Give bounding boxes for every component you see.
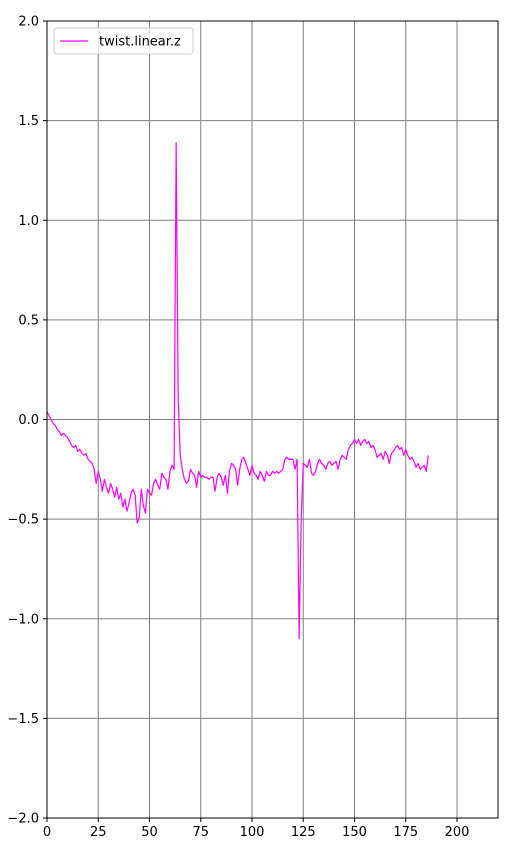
y-tick-label: 0.5 xyxy=(18,313,39,328)
x-tick-label: 50 xyxy=(141,825,158,840)
x-tick-label: 0 xyxy=(43,825,51,840)
y-tick-label: 0.0 xyxy=(18,413,39,428)
y-tick-label: 1.5 xyxy=(18,114,39,129)
series-layer xyxy=(46,141,429,640)
y-tick-label: −1.5 xyxy=(7,712,39,727)
legend: twist.linear.z xyxy=(53,27,194,55)
x-tick-label: 150 xyxy=(342,825,367,840)
x-tick-label: 200 xyxy=(445,825,470,840)
legend-box xyxy=(53,27,194,55)
y-tick-label: −0.5 xyxy=(7,513,39,528)
y-tick-label: −2.0 xyxy=(7,812,39,827)
x-tick-label: 25 xyxy=(90,825,107,840)
series-line xyxy=(46,141,429,640)
x-tick-label: 75 xyxy=(192,825,209,840)
tick-layer: 0 25 50 75 100 125 150 175 200 −2.0 −1.5 −1.0 −0.5 0.… xyxy=(7,15,469,841)
x-tick-label: 175 xyxy=(393,825,418,840)
x-tick-label: 100 xyxy=(240,825,265,840)
y-tick-label: 2.0 xyxy=(18,15,39,30)
y-tick-label: −1.0 xyxy=(7,612,39,627)
x-tick-label: 125 xyxy=(291,825,316,840)
legend-label: twist.linear.z xyxy=(99,35,181,50)
y-tick-label: 1.0 xyxy=(18,214,39,229)
